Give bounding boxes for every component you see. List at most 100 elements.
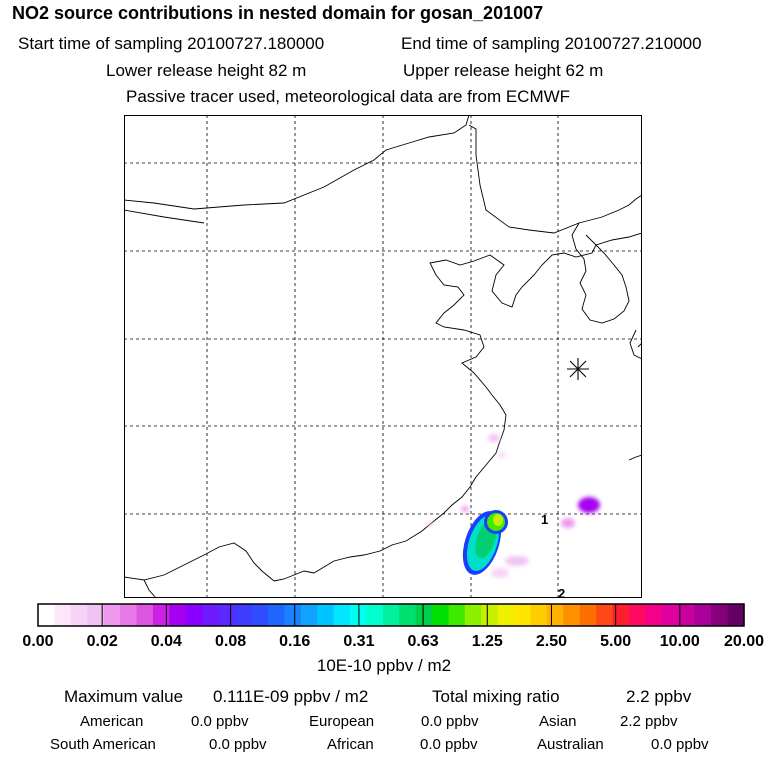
colorbar-swatch <box>481 604 499 626</box>
colorbar-swatches <box>38 604 745 626</box>
colorbar-swatch <box>54 604 72 626</box>
colorbar-swatch <box>202 604 220 626</box>
colorbar-swatch <box>464 604 482 626</box>
colorbar-swatch <box>432 604 450 626</box>
region-asian-label: Asian <box>539 713 577 730</box>
end-time: End time of sampling 20100727.210000 <box>401 34 702 53</box>
colorbar-tick-label: 0.16 <box>279 633 310 650</box>
trace-west <box>461 506 469 512</box>
map-label-2: 2 <box>558 586 565 598</box>
region-american-label: American <box>80 713 144 730</box>
korea-coast <box>571 222 630 324</box>
colorbar-swatch <box>448 604 466 626</box>
colorbar-tick-label: 0.63 <box>408 633 439 650</box>
start-time: Start time of sampling 20100727.180000 <box>18 34 325 53</box>
mongolia-border <box>124 115 470 210</box>
colorbar-tick-label: 0.00 <box>22 633 53 650</box>
colorbar-swatch <box>152 604 170 626</box>
trace-south1 <box>505 556 529 566</box>
colorbar: 0.00 0.02 0.04 0.08 0.16 0.31 0.63 1.25 2.50 5.00… <box>22 603 764 650</box>
colorbar-swatch <box>333 604 351 626</box>
colorbar-swatch <box>678 604 696 626</box>
colorbar-tick-labels: 0.00 0.02 0.04 0.08 0.16 0.31 0.63 1.25 2.50 5.00… <box>22 604 764 650</box>
colorbar-swatch <box>185 604 203 626</box>
colorbar-swatch <box>366 604 384 626</box>
northeast-border <box>468 124 642 234</box>
region-european-label: European <box>309 713 375 730</box>
colorbar-unit-label: 10E-10 ppbv / m2 <box>316 656 452 675</box>
hotspot-east <box>578 497 600 513</box>
region-south-american-label: South American <box>50 736 156 753</box>
total-mixing-value: 2.2 ppbv <box>626 687 692 706</box>
region-african-label: African <box>327 736 374 753</box>
colorbar-tick-label: 0.04 <box>151 633 182 650</box>
tracer-note: Passive tracer used, meteorological data… <box>126 87 571 106</box>
colorbar-frame <box>37 603 745 627</box>
concentration-field <box>427 434 600 578</box>
colorbar-swatch <box>136 604 154 626</box>
colorbar-tick-label: 0.02 <box>87 633 118 650</box>
colorbar-swatch <box>727 604 745 626</box>
colorbar-swatch <box>530 604 548 626</box>
colorbar-swatch <box>267 604 285 626</box>
region-european-value: 0.0 ppbv <box>421 713 479 730</box>
lower-release-height: Lower release height 82 m <box>106 61 307 80</box>
region-australian-label: Australian <box>537 736 604 753</box>
trace-north <box>488 434 500 442</box>
colorbar-swatch <box>38 604 56 626</box>
trace-north2 <box>498 452 506 458</box>
colorbar-swatch <box>596 604 614 626</box>
colorbar-swatch <box>546 604 564 626</box>
region-australian-value: 0.0 ppbv <box>651 736 709 753</box>
upper-release-height: Upper release height 62 m <box>403 61 604 80</box>
colorbar-tick-label: 20.00 <box>724 633 764 650</box>
graticule <box>124 115 642 598</box>
colorbar-swatch <box>382 604 400 626</box>
region-asian-value: 2.2 ppbv <box>620 713 678 730</box>
hotspot-small <box>561 518 575 528</box>
colorbar-swatch <box>514 604 532 626</box>
map-frame <box>124 115 642 598</box>
max-value: 0.111E-09 ppbv / m2 <box>213 687 369 706</box>
map-panel: 1 2 <box>124 115 642 598</box>
total-mixing-label: Total mixing ratio <box>432 687 560 706</box>
colorbar-tick-label: 0.31 <box>343 633 374 650</box>
coastlines <box>124 115 642 598</box>
bohai-coast <box>273 232 642 582</box>
trace-south2 <box>491 568 509 578</box>
colorbar-swatch <box>645 604 663 626</box>
ryukyu-island <box>628 454 642 461</box>
south-china-border <box>124 542 275 582</box>
colorbar-tick-label: 2.50 <box>536 633 567 650</box>
colorbar-swatch <box>218 604 236 626</box>
colorbar-swatch <box>70 604 88 626</box>
colorbar-swatch <box>612 604 630 626</box>
colorbar-tick-label: 5.00 <box>600 633 631 650</box>
plume-north-yellow <box>493 514 503 526</box>
colorbar-swatch <box>87 604 105 626</box>
region-african-value: 0.0 ppbv <box>420 736 478 753</box>
border-north <box>124 209 205 224</box>
colorbar-swatch <box>629 604 647 626</box>
region-south-american-value: 0.0 ppbv <box>209 736 267 753</box>
colorbar-swatch <box>711 604 729 626</box>
receptor-star <box>567 358 589 380</box>
colorbar-swatch <box>251 604 269 626</box>
colorbar-swatch <box>169 604 187 626</box>
colorbar-swatch <box>563 604 581 626</box>
trace-far-west <box>427 522 433 526</box>
border-west <box>143 579 157 598</box>
colorbar-tick-label: 1.25 <box>472 633 503 650</box>
max-value-label: Maximum value <box>64 687 184 706</box>
colorbar-swatch <box>661 604 679 626</box>
colorbar-swatch <box>415 604 433 626</box>
japan-kyushu <box>629 329 642 360</box>
colorbar-swatch <box>235 604 253 626</box>
colorbar-swatch <box>300 604 318 626</box>
map-label-1: 1 <box>541 512 548 527</box>
colorbar-swatch <box>497 604 515 626</box>
colorbar-swatch <box>579 604 597 626</box>
colorbar-swatch <box>694 604 712 626</box>
colorbar-swatch <box>103 604 121 626</box>
region-american-value: 0.0 ppbv <box>191 713 249 730</box>
